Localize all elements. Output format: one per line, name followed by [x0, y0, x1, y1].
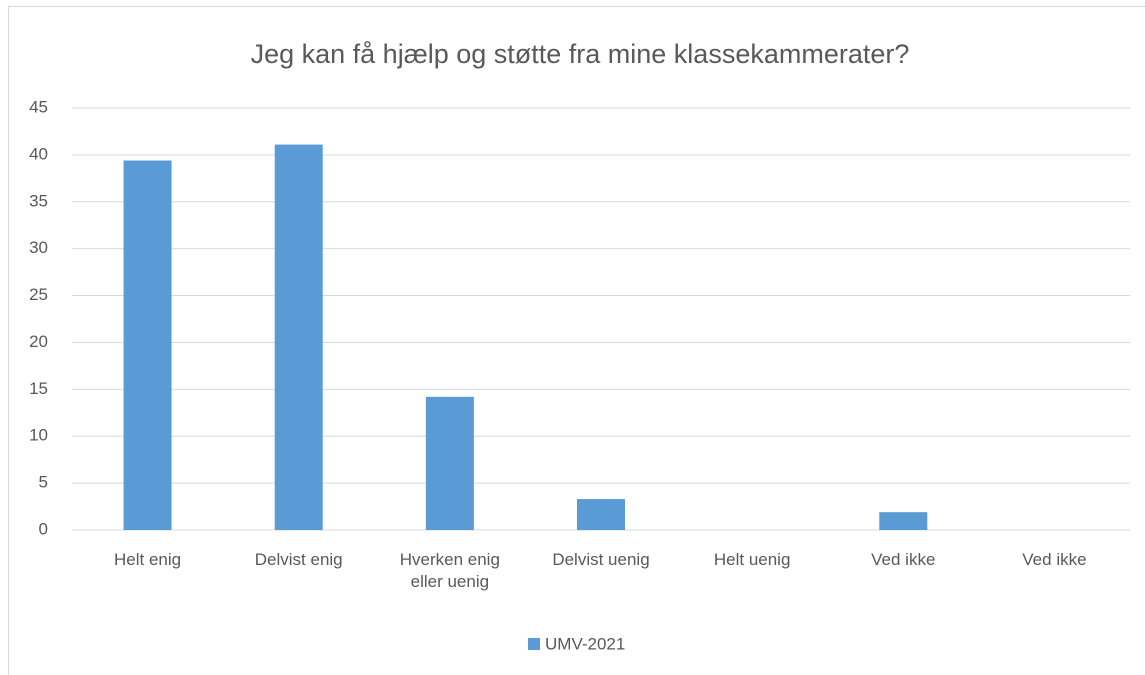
y-tick-label: 15	[29, 379, 48, 398]
bar	[123, 160, 172, 530]
y-tick-label: 5	[39, 473, 48, 492]
legend-label: UMV-2021	[545, 634, 625, 653]
chart-title: Jeg kan få hjælp og støtte fra mine klas…	[251, 39, 910, 69]
legend-swatch	[528, 638, 540, 650]
bar	[274, 144, 323, 530]
chart-border	[8, 6, 1145, 675]
y-tick-label: 40	[29, 144, 48, 163]
x-tick-label: Ved ikke	[871, 550, 936, 569]
x-tick-label: Delvist uenig	[552, 550, 650, 569]
y-tick-label: 30	[29, 238, 48, 257]
y-tick-label: 20	[29, 332, 48, 351]
y-tick-label: 10	[29, 426, 48, 445]
bar	[425, 396, 474, 530]
y-tick-label: 25	[29, 285, 48, 304]
x-tick-label: Helt enig	[114, 550, 182, 569]
bar	[879, 512, 928, 530]
y-tick-label: 35	[29, 191, 48, 210]
x-tick-label: Delvist enig	[254, 550, 343, 569]
y-tick-label: 0	[39, 519, 48, 538]
x-tick-label: Helt uenig	[713, 550, 791, 569]
x-tick-label: Ved ikke	[1022, 550, 1087, 569]
x-tick-label: Hverken enig eller uenig	[399, 550, 500, 591]
bar	[577, 499, 625, 530]
y-tick-label: 45	[29, 97, 48, 116]
